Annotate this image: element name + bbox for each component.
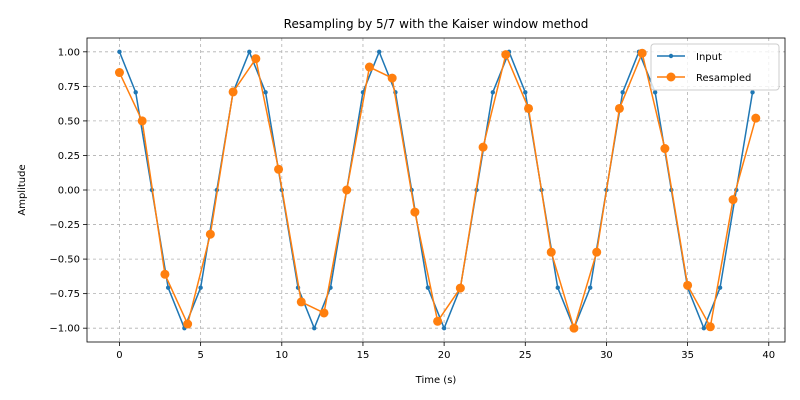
data-point-resampled — [274, 164, 284, 174]
data-point-resampled — [114, 68, 124, 78]
data-point-resampled — [319, 308, 329, 318]
data-point-resampled — [683, 280, 693, 290]
data-point-resampled — [364, 62, 374, 72]
data-point-resampled — [296, 297, 306, 307]
x-tick-label: 10 — [275, 350, 288, 361]
y-axis-ticks: 1.00 0.75 0.50 0.25 0.00 −0.25 −0.50 −0.75 −1.00 — [49, 47, 87, 335]
x-tick-label: 0 — [116, 350, 122, 361]
data-point-resampled — [205, 229, 215, 239]
data-point-resampled — [137, 116, 147, 126]
x-tick-label: 35 — [681, 350, 694, 361]
data-point-input — [263, 90, 268, 95]
data-point-input — [523, 90, 528, 95]
data-point-input — [652, 90, 658, 95]
data-point-input — [312, 325, 317, 331]
legend-marker-input — [668, 53, 674, 59]
data-point-resampled — [569, 323, 579, 333]
data-point-resampled — [524, 103, 534, 113]
data-point-resampled — [660, 144, 670, 154]
x-tick-label: 15 — [357, 350, 370, 361]
x-tick-label: 30 — [600, 350, 613, 361]
legend-marker-resampled — [666, 72, 676, 82]
y-tick-label: −0.75 — [49, 289, 80, 300]
chart-title: Resampling by 5/7 with the Kaiser window… — [284, 17, 589, 31]
y-tick-label: 0.00 — [58, 186, 80, 197]
x-tick-label: 25 — [519, 350, 532, 361]
y-axis-label: Amplitude — [17, 164, 28, 215]
data-point-resampled — [501, 50, 511, 60]
x-axis-ticks: 0 5 10 15 20 25 30 35 40 — [116, 342, 775, 361]
data-point-resampled — [478, 142, 488, 152]
data-point-resampled — [546, 247, 556, 257]
legend: Input Resampled — [650, 43, 780, 91]
data-point-input — [376, 49, 382, 55]
x-tick-label: 20 — [438, 350, 451, 361]
x-tick-label: 40 — [762, 350, 775, 361]
data-point-resampled — [614, 103, 624, 113]
data-point-resampled — [251, 54, 261, 64]
data-point-resampled — [183, 319, 193, 329]
data-point-input — [198, 285, 203, 290]
data-point-input — [133, 90, 138, 95]
data-point-resampled — [592, 247, 602, 257]
data-point-input — [701, 325, 707, 331]
data-point-input — [490, 90, 496, 95]
series-layer — [114, 48, 761, 333]
data-point-resampled — [433, 316, 443, 326]
data-point-input — [588, 285, 593, 290]
data-point-input — [247, 49, 252, 55]
y-tick-label: 0.50 — [58, 116, 80, 127]
y-tick-label: 0.75 — [58, 82, 80, 93]
data-point-input — [117, 49, 122, 55]
data-point-input — [555, 285, 560, 290]
data-point-input — [441, 325, 447, 331]
y-tick-label: 1.00 — [58, 47, 80, 58]
data-point-input — [717, 285, 723, 290]
data-point-resampled — [637, 48, 647, 58]
x-axis-label: Time (s) — [415, 375, 457, 386]
y-tick-label: −1.00 — [49, 324, 80, 335]
data-point-resampled — [455, 283, 465, 293]
x-tick-label: 5 — [197, 350, 203, 361]
legend-label-input: Input — [696, 52, 722, 63]
data-point-input — [165, 285, 171, 290]
data-point-resampled — [342, 185, 352, 195]
data-point-input — [620, 90, 625, 95]
data-point-resampled — [410, 207, 420, 217]
data-point-resampled — [160, 269, 170, 279]
data-point-resampled — [751, 113, 761, 123]
legend-label-resampled: Resampled — [696, 73, 751, 84]
y-tick-label: −0.50 — [49, 255, 80, 266]
data-point-resampled — [705, 322, 715, 332]
data-point-input — [425, 285, 431, 290]
data-point-input — [750, 90, 755, 95]
data-point-resampled — [228, 87, 238, 97]
data-point-resampled — [387, 73, 397, 83]
y-tick-label: −0.25 — [49, 220, 80, 231]
y-tick-label: 0.25 — [58, 151, 80, 162]
data-point-resampled — [728, 195, 738, 205]
